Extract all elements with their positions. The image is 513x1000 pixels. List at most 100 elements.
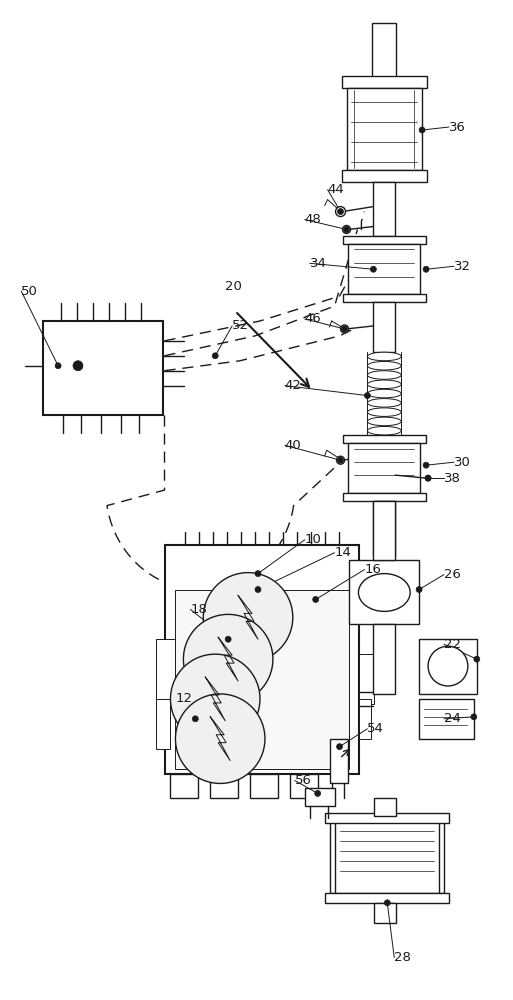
Text: 50: 50 (21, 285, 38, 298)
Text: 18: 18 (190, 603, 207, 616)
Bar (155, 699, 170, 749)
Bar (374, 903, 396, 923)
Text: 34: 34 (310, 257, 327, 270)
Text: 12: 12 (175, 692, 192, 705)
Text: 28: 28 (394, 951, 411, 964)
Bar (343, 493, 426, 501)
Bar (349, 560, 419, 624)
Text: 40: 40 (285, 439, 302, 452)
Ellipse shape (359, 574, 410, 611)
Text: 44: 44 (328, 183, 344, 196)
Bar (155, 639, 175, 699)
Text: 48: 48 (305, 213, 322, 226)
Bar (346, 88, 422, 170)
Bar (373, 302, 395, 352)
Bar (325, 893, 449, 903)
Circle shape (255, 587, 261, 592)
Bar (305, 788, 334, 806)
Circle shape (343, 225, 350, 233)
Circle shape (370, 266, 377, 272)
Text: 14: 14 (334, 546, 351, 559)
Ellipse shape (367, 380, 401, 389)
Bar (419, 699, 474, 739)
Ellipse shape (367, 389, 401, 398)
Text: 52: 52 (232, 319, 249, 332)
Bar (329, 739, 347, 783)
Circle shape (428, 646, 468, 686)
Bar (342, 170, 427, 182)
Circle shape (384, 900, 390, 906)
Bar (360, 699, 371, 739)
Text: 32: 32 (454, 260, 471, 273)
Circle shape (203, 573, 293, 662)
Circle shape (419, 127, 425, 133)
Bar (373, 182, 395, 236)
Circle shape (344, 226, 349, 232)
Ellipse shape (367, 399, 401, 407)
Bar (329, 818, 444, 893)
Bar (419, 639, 477, 694)
Bar (166, 545, 360, 774)
Circle shape (212, 353, 218, 359)
Bar (373, 501, 395, 556)
Circle shape (336, 207, 346, 217)
Text: 54: 54 (367, 722, 384, 735)
Bar (175, 590, 349, 769)
Circle shape (175, 694, 265, 783)
Text: 36: 36 (449, 121, 466, 134)
Bar (360, 654, 374, 704)
Bar (374, 798, 396, 816)
Circle shape (55, 363, 61, 369)
Text: 46: 46 (305, 312, 322, 325)
Bar (372, 23, 396, 77)
Circle shape (423, 462, 429, 468)
Bar (43, 321, 163, 415)
Bar (373, 501, 395, 560)
Text: 42: 42 (285, 379, 302, 392)
Circle shape (342, 326, 347, 332)
Circle shape (425, 475, 431, 481)
Text: 22: 22 (444, 638, 461, 651)
Bar (373, 624, 395, 694)
Ellipse shape (367, 417, 401, 426)
Circle shape (337, 744, 343, 750)
Circle shape (423, 266, 429, 272)
Bar (210, 774, 238, 798)
Circle shape (255, 571, 261, 577)
Bar (348, 244, 420, 294)
Bar (342, 76, 427, 88)
Circle shape (338, 457, 344, 463)
Ellipse shape (367, 426, 401, 435)
Ellipse shape (367, 361, 401, 370)
Bar (325, 813, 449, 823)
Circle shape (341, 325, 348, 333)
Circle shape (313, 596, 319, 602)
Text: 10: 10 (305, 533, 322, 546)
Circle shape (364, 393, 370, 399)
Ellipse shape (367, 352, 401, 361)
Bar (170, 774, 199, 798)
Circle shape (471, 714, 477, 720)
Bar (250, 774, 278, 798)
Bar (343, 435, 426, 443)
Circle shape (416, 587, 422, 592)
Bar (343, 236, 426, 244)
Text: 38: 38 (444, 472, 461, 485)
Bar (348, 443, 420, 493)
Circle shape (338, 209, 344, 215)
Text: 26: 26 (444, 568, 461, 581)
Text: 20: 20 (225, 280, 242, 293)
Circle shape (474, 656, 480, 662)
Circle shape (314, 790, 321, 796)
Text: 30: 30 (454, 456, 471, 469)
Ellipse shape (367, 408, 401, 416)
Circle shape (184, 614, 273, 704)
Bar (290, 774, 318, 798)
Circle shape (337, 456, 345, 464)
Circle shape (73, 361, 83, 371)
Circle shape (170, 654, 260, 744)
Text: 16: 16 (364, 563, 381, 576)
Text: 56: 56 (295, 774, 312, 787)
Ellipse shape (367, 371, 401, 379)
Circle shape (425, 475, 431, 481)
